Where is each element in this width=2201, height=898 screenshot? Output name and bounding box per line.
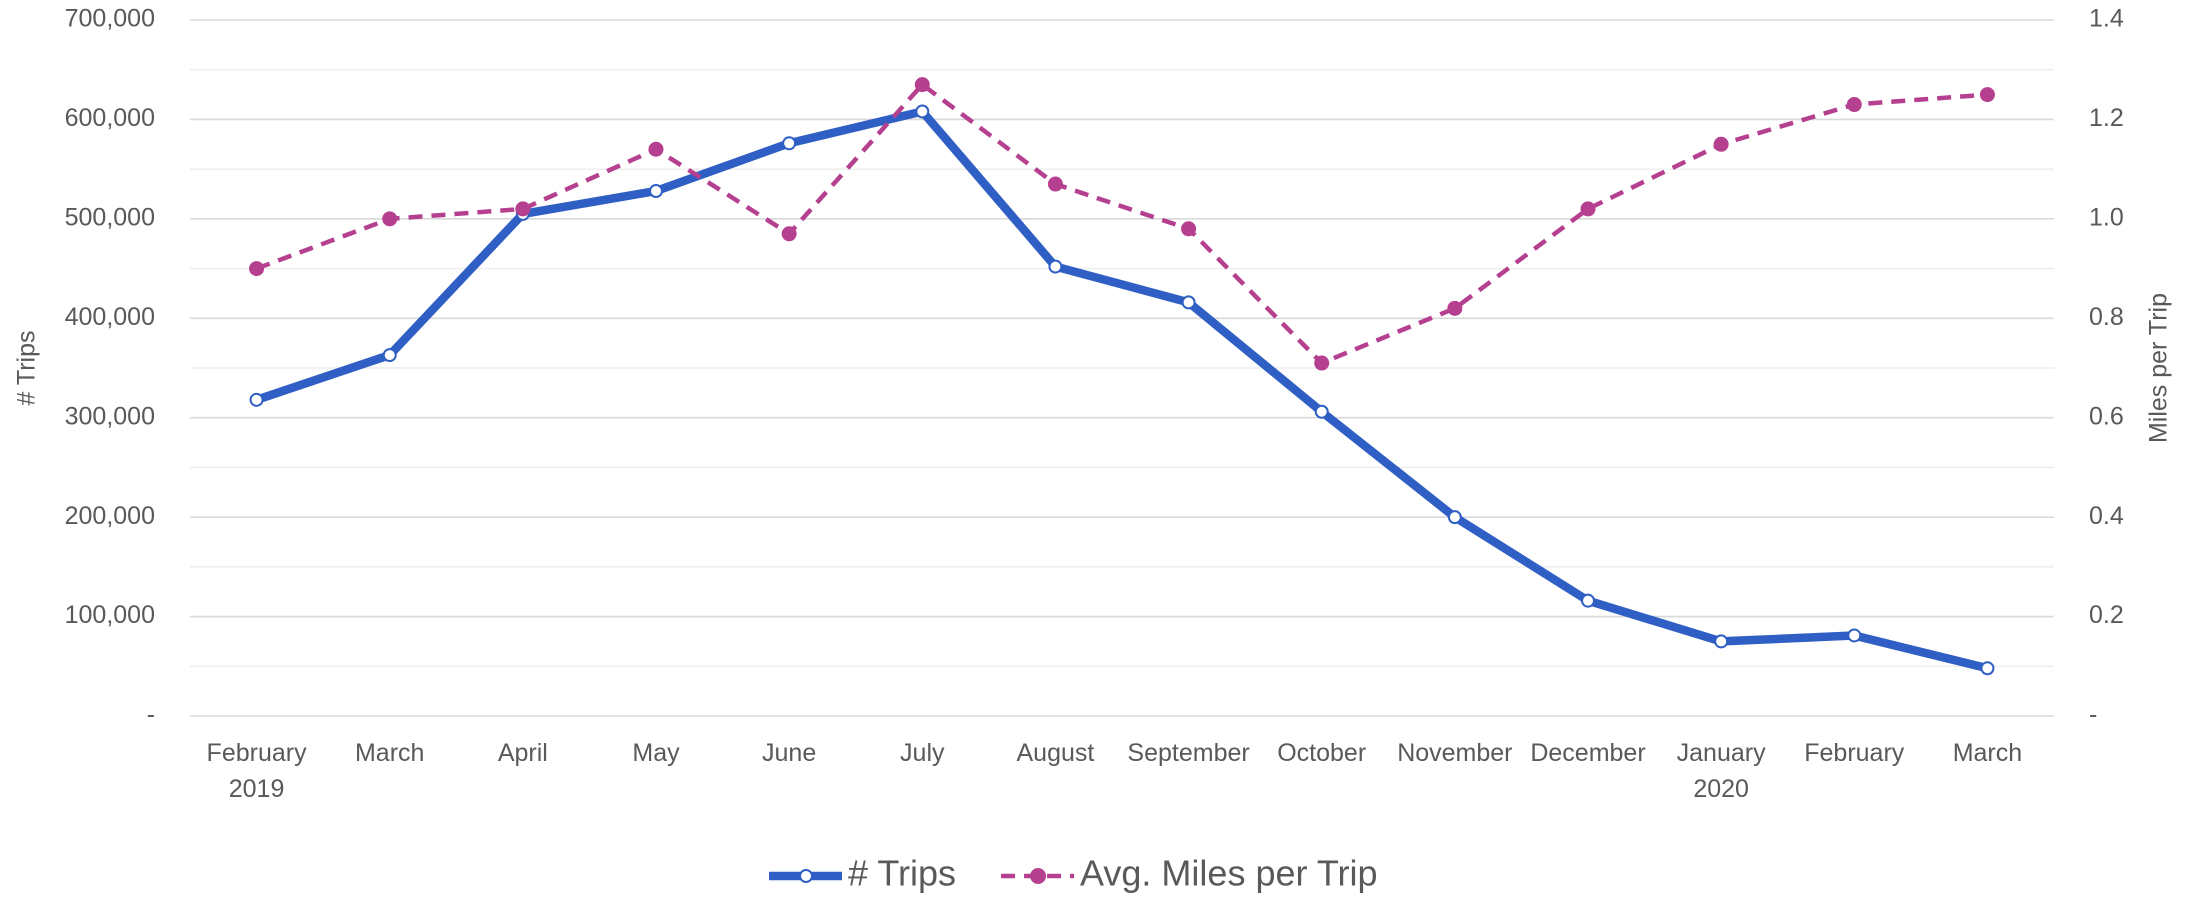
y-tick-label: 600,000 [65, 104, 155, 132]
point [1314, 404, 1329, 419]
x-tick-label: August [1017, 739, 1095, 767]
point [1847, 628, 1862, 643]
point [1047, 176, 1063, 192]
point [649, 184, 663, 199]
point [1048, 259, 1063, 274]
point [1979, 87, 1995, 103]
x-tick-label: June [762, 739, 816, 767]
point [382, 211, 398, 227]
x-tick-label: November [1397, 739, 1512, 767]
x-tick-label: March [1953, 739, 2022, 767]
point [1447, 300, 1463, 316]
y-tick-label: 500,000 [65, 203, 155, 231]
point [1580, 201, 1596, 217]
series-line [255, 107, 1989, 673]
y2-tick-label: 0.4 [2089, 502, 2124, 530]
point [1181, 295, 1196, 310]
y2-tick-label: 1.4 [2089, 5, 2124, 33]
x-tick-label: December [1530, 739, 1645, 767]
y2-tick-label: 1.0 [2089, 203, 2124, 231]
point [1181, 221, 1197, 237]
y-tick-label: 200,000 [65, 502, 155, 530]
x-tick-label: February [1804, 739, 1905, 767]
y-tick-label: 100,000 [65, 601, 155, 629]
y2-tick-label: 0.8 [2089, 303, 2124, 331]
y2-tick-label: - [2089, 701, 2097, 729]
legend-label: # Trips [848, 853, 956, 894]
point [1447, 510, 1462, 525]
x-tick-label: April [498, 739, 548, 767]
point [782, 136, 797, 151]
y-axis-title: # Trips [13, 330, 41, 405]
x-tick-label: July [900, 739, 945, 767]
point [914, 77, 930, 93]
y2-tick-label: 0.2 [2089, 601, 2124, 629]
y2-tick-label: 1.2 [2089, 104, 2124, 132]
y2-axis-title: Miles per Trip [2145, 293, 2173, 443]
series-line [255, 82, 1988, 366]
point [249, 392, 264, 407]
y-tick-label: 400,000 [65, 303, 155, 331]
point [1846, 97, 1862, 113]
point [1314, 355, 1330, 371]
point [648, 141, 664, 157]
point [781, 226, 797, 242]
legend-marker [799, 869, 813, 883]
y-tick-label: 700,000 [65, 5, 155, 33]
x-tick-label: October [1277, 739, 1366, 767]
x-tick-label: January 2020 [1677, 739, 1766, 803]
point [915, 104, 930, 119]
x-tick-label: March [355, 739, 424, 767]
point [515, 201, 531, 217]
point [382, 348, 397, 363]
y2-tick-label: 0.6 [2089, 402, 2124, 430]
point [249, 261, 265, 277]
legend-label: Avg. Miles per Trip [1080, 853, 1377, 894]
y-tick-label: - [147, 701, 155, 729]
x-tick-label: May [632, 739, 680, 767]
point [1980, 661, 1995, 676]
x-tick-label: February 2019 [207, 739, 308, 803]
x-tick-label: September [1127, 739, 1249, 767]
point [1714, 634, 1729, 649]
point [1713, 136, 1729, 152]
legend-marker [1030, 868, 1047, 884]
y-tick-label: 300,000 [65, 402, 155, 430]
point [1581, 593, 1595, 608]
